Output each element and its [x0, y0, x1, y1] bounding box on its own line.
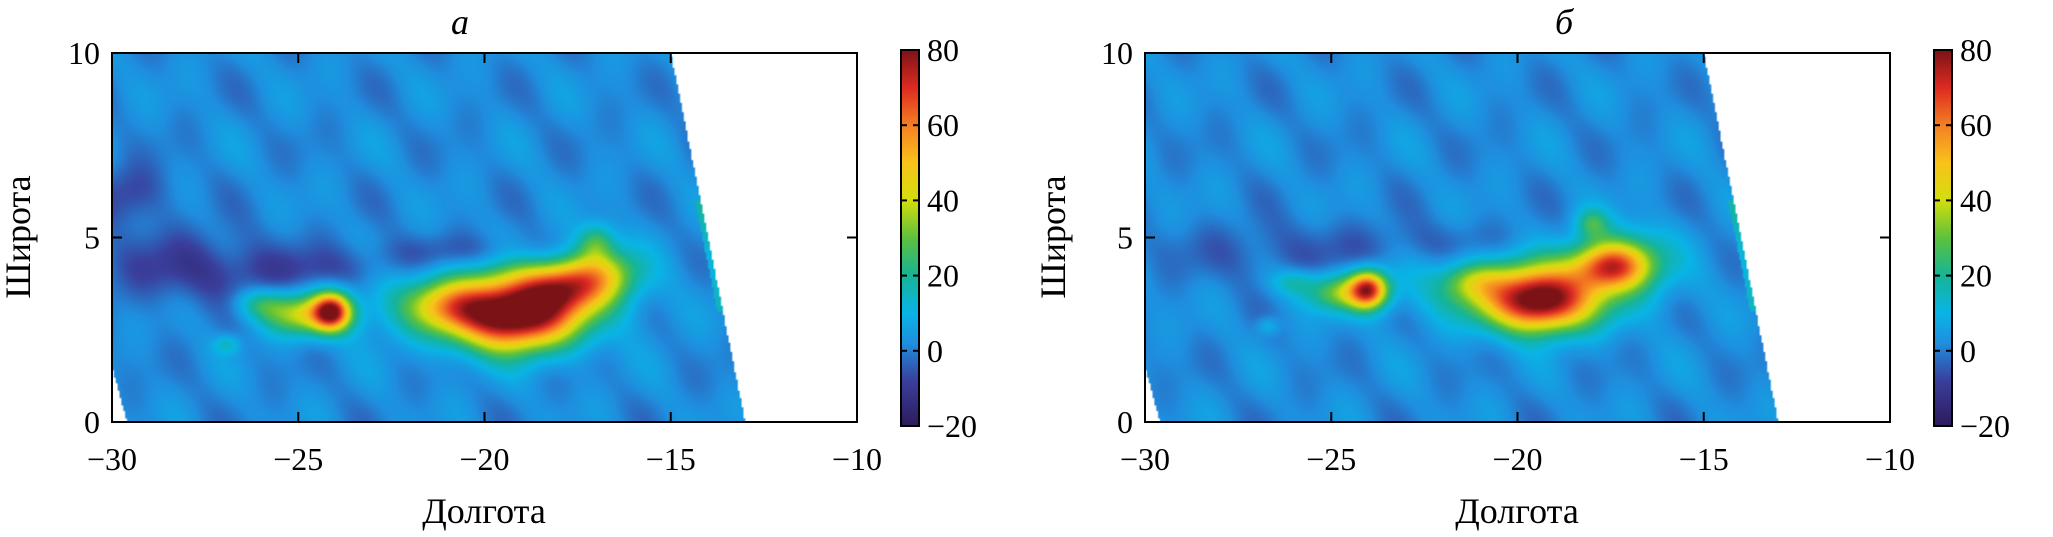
colorbar-tick-label: −20: [927, 408, 977, 444]
y-tick-label: 0: [1117, 404, 1133, 440]
panel-a-ylabel: Широта: [0, 175, 38, 298]
x-tick-label: −10: [832, 441, 882, 477]
x-tick-label: −25: [273, 441, 323, 477]
colorbar-tick-label: 40: [927, 182, 959, 218]
colorbar-tick-label: 80: [1960, 32, 1992, 68]
panel-a: а −30 −25 −20 −15 −10 0 5 10 Долгота Широта −2…: [0, 2, 977, 531]
colorbar-tick-label: 40: [1960, 182, 1992, 218]
panel-a-title: а: [451, 2, 469, 42]
y-tick-label: 5: [1117, 220, 1133, 256]
x-tick-label: −15: [646, 441, 696, 477]
colorbar-tick-label: −20: [1960, 408, 2010, 444]
panel-b-title: б: [1555, 2, 1575, 42]
x-tick-label: −20: [459, 441, 509, 477]
colorbar-tick-label: 0: [1960, 333, 1976, 369]
y-tick-label: 10: [68, 35, 100, 71]
panel-a-xlabel: Долгота: [422, 491, 546, 531]
panel-b-colorbar: [1933, 49, 1953, 427]
panel-b: б −30 −25 −20 −15 −10 0 5 10 Долгота Широта −2…: [1033, 2, 2010, 531]
colorbar-tick-label: 60: [1960, 107, 1992, 143]
x-tick-label: −30: [87, 441, 137, 477]
x-tick-label: −30: [1120, 441, 1170, 477]
panel-b-colorbar-ticks: −20 0 20 40 60 80: [1934, 32, 2010, 444]
x-tick-label: −20: [1492, 441, 1542, 477]
y-tick-label: 10: [1101, 35, 1133, 71]
panel-a-x-ticks: −30 −25 −20 −15 −10: [87, 53, 882, 477]
panel-a-y-ticks: 0 5 10: [68, 35, 857, 440]
colorbar-tick-label: 60: [927, 107, 959, 143]
panel-a-heatmap: [112, 53, 857, 422]
x-tick-label: −10: [1865, 441, 1915, 477]
panel-b-y-ticks: 0 5 10: [1101, 35, 1890, 440]
panel-a-colorbar-ticks: −20 0 20 40 60 80: [901, 32, 977, 444]
colorbar-tick-label: 20: [927, 258, 959, 294]
x-tick-label: −15: [1679, 441, 1729, 477]
colorbar-tick-label: 0: [927, 333, 943, 369]
colorbar-tick-label: 20: [1960, 258, 1992, 294]
colorbar-tick-label: 80: [927, 32, 959, 68]
panel-b-ylabel: Широта: [1033, 175, 1073, 298]
x-tick-label: −25: [1306, 441, 1356, 477]
panel-b-x-ticks: −30 −25 −20 −15 −10: [1120, 53, 1915, 477]
panel-b-heatmap: [1145, 53, 1890, 422]
y-tick-label: 0: [84, 404, 100, 440]
y-tick-label: 5: [84, 220, 100, 256]
panel-a-colorbar: [900, 49, 920, 427]
panel-b-xlabel: Долгота: [1455, 491, 1579, 531]
